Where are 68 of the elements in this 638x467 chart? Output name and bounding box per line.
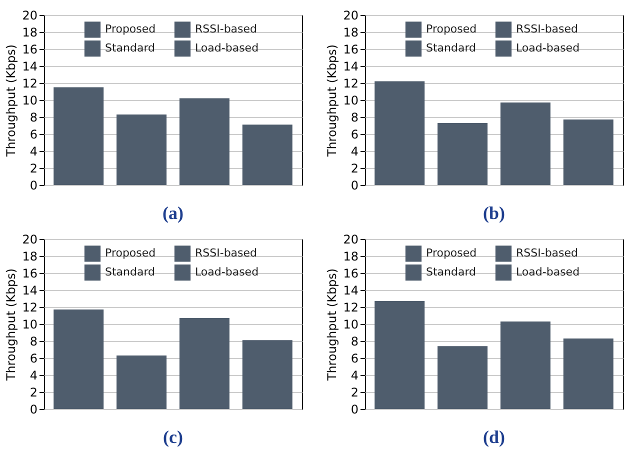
y-tick-label: 4 bbox=[350, 368, 358, 382]
y-tick-label: 16 bbox=[22, 42, 38, 56]
y-tick-label: 6 bbox=[30, 352, 38, 366]
legend-label: Proposed bbox=[105, 246, 156, 260]
y-tick-label: 10 bbox=[343, 318, 358, 332]
y-axis-title: Throughput (Kbps) bbox=[325, 44, 340, 158]
y-tick-label: 2 bbox=[30, 162, 38, 176]
y-tick-label: 4 bbox=[30, 368, 38, 382]
y-tick-label: 8 bbox=[30, 334, 38, 348]
y-axis-title: Throughput (Kbps) bbox=[4, 268, 18, 382]
text: (c) bbox=[163, 427, 183, 447]
y-tick-label: 4 bbox=[30, 144, 38, 158]
legend-label: RSSI-based bbox=[195, 246, 258, 260]
legend-label: Proposed bbox=[426, 22, 477, 36]
y-tick-label: 14 bbox=[22, 284, 38, 298]
y-tick-label: 6 bbox=[30, 128, 38, 142]
legend-label: RSSI-based bbox=[195, 22, 258, 36]
y-tick-label: 10 bbox=[22, 94, 38, 108]
y-tick-label: 2 bbox=[350, 162, 358, 176]
legend-label: RSSI-based bbox=[516, 246, 578, 260]
y-tick-label: 20 bbox=[343, 232, 358, 246]
y-tick-label: 20 bbox=[22, 8, 38, 22]
y-tick-label: 12 bbox=[343, 300, 358, 314]
y-axis-title: Throughput (Kbps) bbox=[4, 44, 18, 158]
legend-label: Load-based bbox=[195, 42, 259, 54]
y-tick-label: 6 bbox=[350, 352, 358, 366]
y-tick-label: 6 bbox=[350, 128, 358, 142]
legend-label: Standard bbox=[105, 266, 156, 278]
y-tick-label: 20 bbox=[343, 8, 358, 22]
y-tick-label: 12 bbox=[22, 300, 38, 314]
y-tick-label: 8 bbox=[30, 110, 38, 124]
legend-label: Load-based bbox=[516, 266, 580, 278]
y-tick-label: 0 bbox=[350, 402, 358, 416]
text: (d) bbox=[483, 427, 506, 447]
y-tick-label: 18 bbox=[22, 250, 38, 264]
legend-label: Load-based bbox=[516, 42, 580, 54]
y-tick-label: 18 bbox=[22, 26, 38, 40]
y-tick-label: 18 bbox=[343, 250, 358, 264]
y-tick-label: 14 bbox=[343, 60, 358, 74]
y-tick-label: 14 bbox=[22, 60, 38, 74]
y-tick-label: 8 bbox=[350, 334, 358, 348]
y-tick-label: 8 bbox=[350, 110, 358, 124]
text: (a) bbox=[162, 203, 184, 223]
y-tick-label: 16 bbox=[343, 266, 358, 280]
y-tick-label: 4 bbox=[350, 144, 358, 158]
y-tick-label: 0 bbox=[350, 178, 358, 192]
y-tick-label: 0 bbox=[30, 402, 38, 416]
legend-label: Standard bbox=[105, 42, 156, 54]
y-tick-label: 20 bbox=[22, 232, 38, 246]
legend-label: Proposed bbox=[105, 22, 156, 36]
legend-label: Standard bbox=[426, 266, 476, 278]
y-tick-label: 0 bbox=[30, 178, 38, 192]
y-tick-label: 2 bbox=[350, 386, 358, 400]
legend-label: Proposed bbox=[426, 246, 477, 260]
y-tick-label: 16 bbox=[22, 266, 38, 280]
y-tick-label: 16 bbox=[343, 42, 358, 56]
text: (b) bbox=[483, 203, 506, 223]
legend-label: Load-based bbox=[195, 266, 259, 278]
legend-label: Standard bbox=[426, 42, 476, 54]
y-tick-label: 2 bbox=[30, 386, 38, 400]
y-tick-label: 10 bbox=[343, 94, 358, 108]
y-tick-label: 12 bbox=[22, 76, 38, 90]
y-tick-label: 12 bbox=[343, 76, 358, 90]
y-tick-label: 18 bbox=[343, 26, 358, 40]
y-tick-label: 10 bbox=[22, 318, 38, 332]
legend-label: RSSI-based bbox=[516, 22, 578, 36]
y-axis-title: Throughput (Kbps) bbox=[325, 268, 340, 382]
y-tick-label: 14 bbox=[343, 284, 358, 298]
